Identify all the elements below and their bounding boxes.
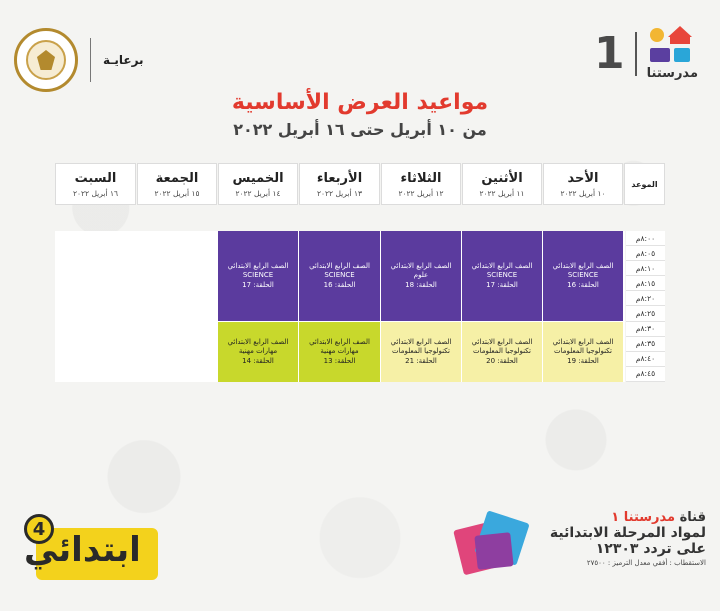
brand-mark: مدرستنا <box>647 26 698 81</box>
brand-name: مدرستنا <box>646 66 698 81</box>
day-date: ١٦ أبريل ٢٠٢٢ <box>72 188 119 198</box>
slot-grade: الصف الرابع الابتدائي <box>390 337 452 346</box>
day-name: الثلاثاء <box>400 170 442 186</box>
slot-subject: SCIENCE <box>567 271 599 280</box>
slot-episode: الحلقة: 18 <box>405 280 437 289</box>
slot-grade: الصف الرابع الابتدائي <box>227 337 289 346</box>
program-slot-monday-2: الصف الرابع الابتدائي تكنولوجيا المعلوما… <box>462 322 542 382</box>
day-date: ١٢ أبريل ٢٠٢٢ <box>398 188 444 198</box>
program-slot-wednesday-2: الصف الرابع الابتدائي مهارات مهنية الحلق… <box>299 322 380 382</box>
logo-divider <box>634 31 637 76</box>
day-header-wednesday: الأربعاء ١٣ أبريل ٢٠٢٢ <box>299 163 380 205</box>
program-slot-thursday-1: الصف الرابع الابتدائي SCIENCE الحلقة: 17 <box>218 231 298 321</box>
channel-frequency: على تردد ١٢٣٠٣ <box>595 541 706 557</box>
time-slot: ٨:١٠م <box>626 261 665 277</box>
reception-info: الاستقطاب : أفقي معدل الترميز : ٢٧٥٠٠ <box>586 559 706 567</box>
day-header-monday: الأثنين ١١ أبريل ٢٠٢٢ <box>462 163 542 205</box>
time-slot: ٨:٣٥م <box>626 336 665 352</box>
slot-grade: الصف الرابع الابتدائي <box>309 261 370 270</box>
channel-subtitle: لمواد المرحلة الابتدائية <box>549 525 706 541</box>
slot-episode: الحلقة: 13 <box>323 356 356 365</box>
slot-subject: تكنولوجيا المعلومات <box>392 347 450 356</box>
day-name: الجمعة <box>155 170 199 186</box>
program-slot-monday-1: الصف الرابع الابتدائي SCIENCE الحلقة: 17 <box>462 231 542 321</box>
slot-episode: الحلقة: 17 <box>242 280 274 289</box>
day-header-sunday: الأحد ١٠ أبريل ٢٠٢٢ <box>543 163 623 205</box>
program-slot-tuesday-2: الصف الرابع الابتدائي تكنولوجيا المعلوما… <box>381 322 461 382</box>
slot-episode: الحلقة: 21 <box>405 356 437 365</box>
channel-number: 1 <box>594 27 625 79</box>
slot-subject: SCIENCE <box>486 271 518 280</box>
slot-grade: الصف الرابع الابتدائي <box>552 261 614 270</box>
eagle-icon <box>37 50 55 70</box>
page-title: مواعيد العرض الأساسية <box>231 90 489 115</box>
slot-subject: تكنولوجيا المعلومات <box>473 347 531 356</box>
slot-subject: علوم <box>413 271 429 280</box>
slot-subject: SCIENCE <box>242 271 274 280</box>
sponsor-label: برعايـة <box>103 53 144 67</box>
sponsor-divider <box>90 38 91 82</box>
program-slot-wednesday-1: الصف الرابع الابتدائي SCIENCE الحلقة: 16 <box>299 231 380 321</box>
program-slot-sunday-2: الصف الرابع الابتدائي تكنولوجيا المعلوما… <box>543 322 623 382</box>
day-date: ١٣ أبريل ٢٠٢٢ <box>316 188 363 198</box>
day-name: الأثنين <box>481 170 523 186</box>
day-name: الخميس <box>232 170 284 186</box>
brand-blocks-icon <box>648 26 696 64</box>
time-slot: ٨:٢٥م <box>626 306 665 322</box>
program-slot-thursday-2: الصف الرابع الابتدائي مهارات مهنية الحلق… <box>218 322 298 382</box>
slot-episode: الحلقة: 20 <box>486 356 518 365</box>
day-date: ١٤ أبريل ٢٠٢٢ <box>235 188 281 198</box>
slot-subject: مهارات مهنية <box>320 347 359 356</box>
time-slot: ٨:٠٥م <box>626 246 665 262</box>
time-slot: ٨:١٥م <box>626 276 665 292</box>
day-date: ١٥ أبريل ٢٠٢٢ <box>154 188 200 198</box>
channel-prefix: قناة <box>675 510 706 525</box>
time-slot: ٨:٤٥م <box>626 366 665 382</box>
time-column: ٨:٠٠م ٨:٠٥م ٨:١٠م ٨:١٥م ٨:٢٠م ٨:٢٥م ٨:٣٠… <box>626 231 665 382</box>
day-header-tuesday: الثلاثاء ١٢ أبريل ٢٠٢٢ <box>381 163 461 205</box>
slot-grade: الصف الرابع الابتدائي <box>227 261 289 270</box>
books-icon <box>453 510 534 578</box>
slot-grade: الصف الرابع الابتدائي <box>471 261 533 270</box>
channel-name: مدرستنا ١ <box>611 510 676 525</box>
slot-episode: الحلقة: 17 <box>486 280 518 289</box>
slot-subject: تكنولوجيا المعلومات <box>554 347 612 356</box>
day-date: ١٠ أبريل ٢٠٢٢ <box>560 188 606 198</box>
day-header-saturday: السبت ١٦ أبريل ٢٠٢٢ <box>55 163 136 205</box>
slot-grade: الصف الرابع الابتدائي <box>309 337 370 346</box>
slot-grade: الصف الرابع الابتدائي <box>552 337 614 346</box>
slot-subject: SCIENCE <box>324 271 355 280</box>
primary-grade-badge: ابتدائي 4 <box>16 510 166 580</box>
day-name: الأربعاء <box>316 170 363 186</box>
slot-episode: الحلقة: 19 <box>567 356 599 365</box>
program-slot-sunday-1: الصف الرابع الابتدائي SCIENCE الحلقة: 16 <box>543 231 623 321</box>
slot-grade: الصف الرابع الابتدائي <box>471 337 533 346</box>
slot-grade: الصف الرابع الابتدائي <box>390 261 452 270</box>
program-slot-tuesday-1: الصف الرابع الابتدائي علوم الحلقة: 18 <box>381 231 461 321</box>
day-header-thursday: الخميس ١٤ أبريل ٢٠٢٢ <box>218 163 298 205</box>
channel-title: قناة مدرستنا ١ <box>550 510 706 525</box>
day-name: السبت <box>74 170 117 186</box>
day-header-friday: الجمعة ١٥ أبريل ٢٠٢٢ <box>137 163 217 205</box>
time-slot: ٨:٣٠م <box>626 321 665 337</box>
slot-subject: مهارات مهنية <box>238 347 278 356</box>
ministry-sponsor: برعايـة <box>14 28 144 92</box>
time-slot: ٨:٤٠م <box>626 351 665 367</box>
badge-background <box>36 528 158 580</box>
time-header-label: الموعد <box>631 179 658 189</box>
day-date: ١١ أبريل ٢٠٢٢ <box>479 188 525 198</box>
slot-episode: الحلقة: 14 <box>242 356 274 365</box>
madrasetna-logo: 1 مدرستنا <box>594 26 698 81</box>
day-name: الأحد <box>567 170 599 186</box>
time-column-header: الموعد <box>624 163 665 205</box>
page-subtitle: من ١٠ أبريل حتى ١٦ أبريل ٢٠٢٢ <box>233 120 487 139</box>
time-slot: ٨:٢٠م <box>626 291 665 307</box>
ministry-seal-icon <box>14 28 78 92</box>
channel-info: قناة مدرستنا ١ لمواد المرحلة الابتدائية … <box>550 510 706 567</box>
time-slot: ٨:٠٠م <box>626 231 665 247</box>
slot-episode: الحلقة: 16 <box>567 280 599 289</box>
badge-number: 4 <box>24 514 54 544</box>
slot-episode: الحلقة: 16 <box>323 280 356 289</box>
